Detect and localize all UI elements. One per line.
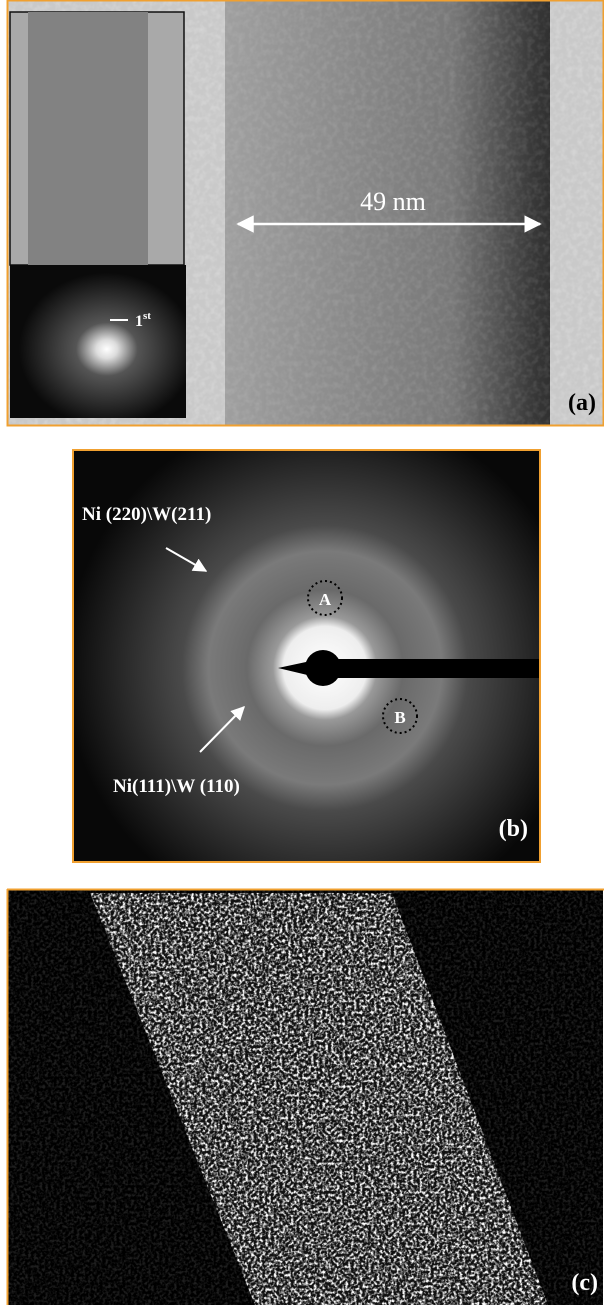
inset-fft (10, 265, 186, 418)
ring-label: Ni(111)\W (110) (113, 776, 240, 797)
panel-c: (c) (8, 890, 603, 1305)
inset-wire (28, 12, 148, 265)
inset-label-base: 1 (135, 313, 143, 330)
spot-label: B (394, 708, 405, 727)
scale-label: 49 nm (360, 187, 426, 216)
panel-b: A B Ni (220)\W(211) Ni(111)\W (110) (b) (73, 450, 540, 862)
spot-label: A (319, 590, 332, 609)
panel-label: (b) (499, 816, 528, 842)
ring-label: Ni (220)\W(211) (82, 504, 211, 525)
panel-label: (a) (568, 390, 596, 416)
beam-stop (305, 650, 341, 686)
page: 1st 49 nm (a) A B Ni (220)\W(211) Ni(111… (0, 0, 604, 1305)
figure: 1st 49 nm (a) A B Ni (220)\W(211) Ni(111… (0, 0, 604, 1305)
inset-label-sup: st (143, 310, 151, 322)
panel-label: (c) (571, 1270, 598, 1296)
panel-a: 1st 49 nm (a) (8, 1, 603, 425)
